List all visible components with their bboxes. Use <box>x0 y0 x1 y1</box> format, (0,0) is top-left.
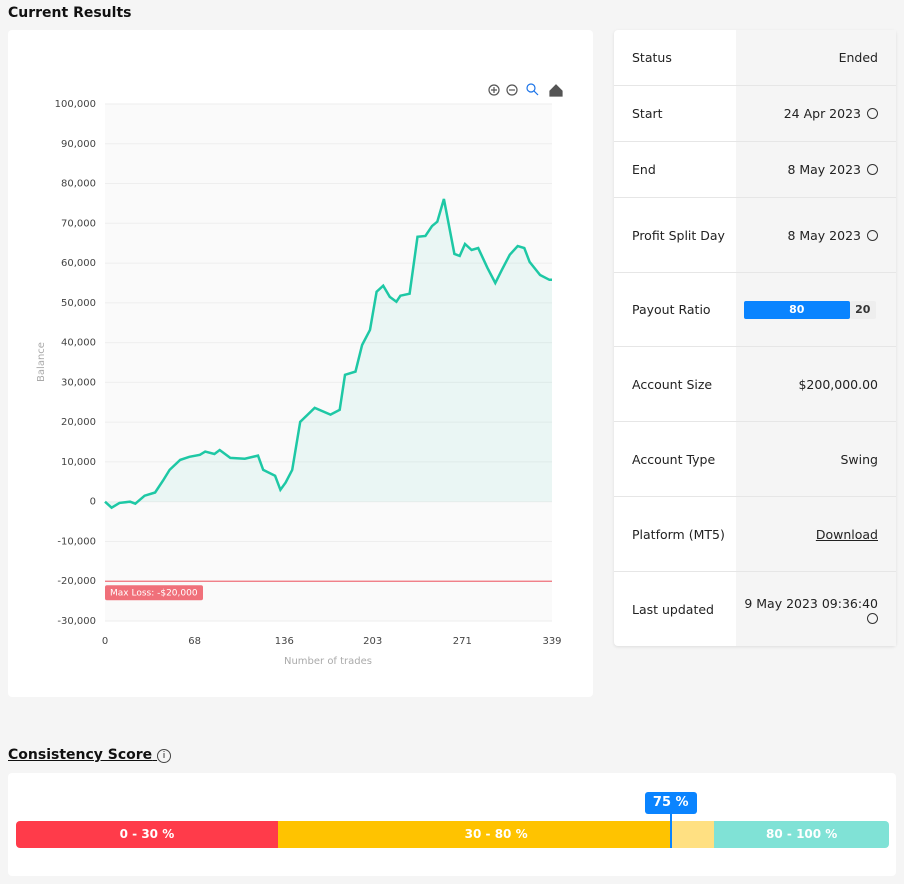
timer-icon <box>867 229 878 241</box>
ratio-segment: 80 <box>744 300 850 319</box>
score-segment: 30 - 80 % <box>277 821 715 848</box>
info-row: Last updated 9 May 2023 09:36:40 <box>614 572 896 646</box>
consistency-title-text: Consistency Score <box>8 747 153 763</box>
row-value: Download <box>736 497 896 571</box>
value-text: 8 May 2023 <box>787 162 861 177</box>
y-tick-label: 0 <box>90 497 96 508</box>
line <box>104 198 552 510</box>
y-tick-label: 10,000 <box>61 457 96 468</box>
x-tick-label: 0 <box>102 636 108 647</box>
row-label: Payout Ratio <box>632 302 711 317</box>
info-row: Account Size $200,000.00 <box>614 347 896 422</box>
row-value: 8 May 2023 <box>736 142 896 197</box>
row-label: Account Size <box>632 376 713 392</box>
row-label: Account Type <box>632 451 716 467</box>
score-label: 75 % <box>644 792 697 814</box>
info-row: Account Type Swing <box>614 422 896 497</box>
y-tick-label: 80,000 <box>61 179 96 190</box>
y-tick-label: 20,000 <box>61 417 96 428</box>
row-label: Platform (MT5) <box>632 526 725 542</box>
plot-area <box>105 104 552 621</box>
info-row: Profit Split Day 8 May 2023 <box>614 198 896 273</box>
row-value: Ended <box>736 30 896 85</box>
row-label: Start <box>632 106 663 121</box>
timer-icon <box>867 613 878 624</box>
timer-icon <box>867 108 878 119</box>
x-tick-label: 339 <box>542 636 561 647</box>
y-tick-label: 50,000 <box>61 298 96 309</box>
annotation-box <box>105 585 203 601</box>
y-tick-label: -20,000 <box>57 576 96 587</box>
row-value: 9 May 2023 09:36:40 <box>736 572 896 646</box>
value-text: $200,000.00 <box>798 376 878 392</box>
info-row: Start 24 Apr 2023 <box>614 86 896 142</box>
x-tick-label: 68 <box>188 636 201 647</box>
y-tick-label: -30,000 <box>57 616 96 627</box>
x-tick-label: 203 <box>363 636 382 647</box>
y-tick-label: 40,000 <box>61 338 96 349</box>
annotation-label: Max Loss: -$20,000 <box>110 589 198 599</box>
row-label: Last updated <box>632 601 714 617</box>
info-icon[interactable]: i <box>157 749 172 763</box>
row-value: Swing <box>736 422 896 496</box>
value-text: Ended <box>838 50 878 65</box>
ratio-bar: 80 20 <box>744 300 876 319</box>
value-text: 24 Apr 2023 <box>783 106 861 121</box>
info-row: Platform (MT5) Download <box>614 497 896 572</box>
row-label: Profit Split Day <box>632 227 725 243</box>
section-title: Current Results <box>8 5 132 21</box>
y-tick-label: 90,000 <box>61 139 96 150</box>
value-text: 9 May 2023 09:36:40 <box>744 596 878 611</box>
area <box>105 199 552 508</box>
consistency-card: 0 - 30 % 30 - 80 % 80 - 100 % 75 % <box>8 773 896 876</box>
info-card: Status Ended Start 24 Apr 2023 End 8 May 2023… <box>614 30 896 646</box>
y-tick-label: 60,000 <box>61 258 96 269</box>
score-marker <box>669 813 672 848</box>
download-link[interactable]: Download <box>815 526 878 542</box>
x-tick-label: 271 <box>453 636 472 647</box>
info-row: Payout Ratio 80 20 <box>614 273 896 347</box>
y-axis-title: Balance <box>36 342 47 382</box>
ratio-segment: 20 <box>849 300 876 319</box>
value-text: Swing <box>840 451 879 467</box>
row-label: Status <box>632 50 672 65</box>
row-value: $200,000.00 <box>736 347 896 421</box>
row-value: 80 20 <box>736 273 896 346</box>
score-remainder <box>670 821 715 848</box>
y-tick-label: 30,000 <box>61 377 96 388</box>
row-label: End <box>632 162 656 177</box>
consistency-title: Consistency Score i <box>8 747 172 763</box>
score-segment: 80 - 100 % <box>714 821 889 848</box>
value-text: 8 May 2023 <box>787 227 861 243</box>
info-row: Status Ended <box>614 30 896 86</box>
info-row: End 8 May 2023 <box>614 142 896 198</box>
row-value: 8 May 2023 <box>736 198 896 272</box>
row-value: 24 Apr 2023 <box>736 86 896 141</box>
toolbar[interactable] <box>488 83 563 97</box>
y-tick-label: -10,000 <box>57 536 96 547</box>
x-tick-label: 136 <box>275 636 294 647</box>
timer-icon <box>867 164 878 175</box>
score-segment: 0 - 30 % <box>16 821 278 848</box>
y-tick-label: 100,000 <box>55 99 96 110</box>
y-tick-label: 70,000 <box>61 218 96 229</box>
x-axis-title: Number of trades <box>284 656 372 667</box>
chart: -30,000 -20,000 -10,000 0 10,000 20,000 30,000… <box>36 83 563 667</box>
